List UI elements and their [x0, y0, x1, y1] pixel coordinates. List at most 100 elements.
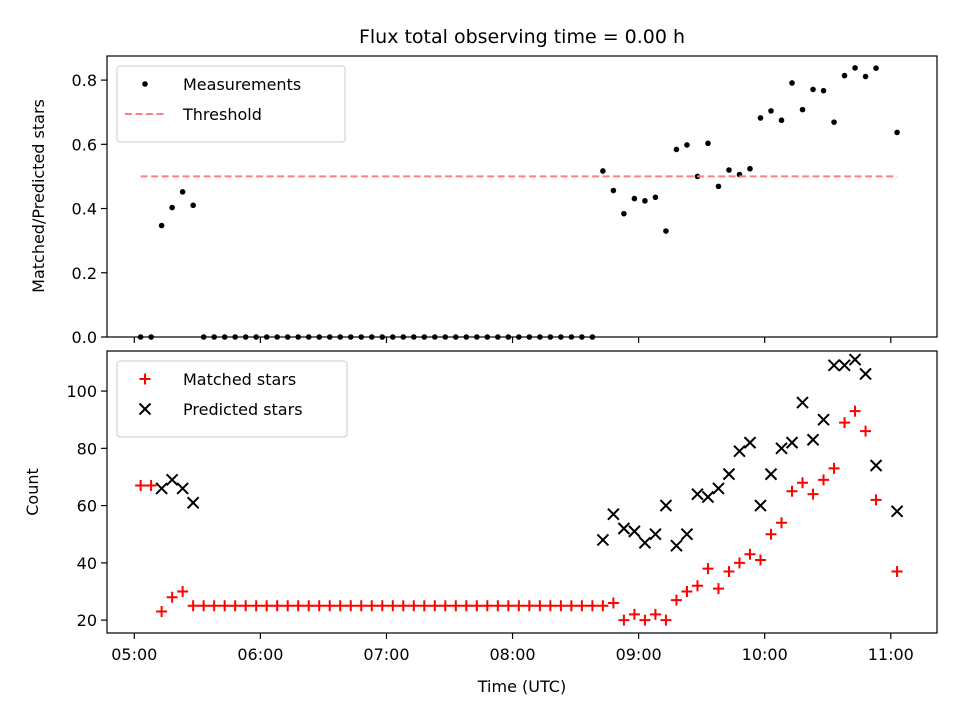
legend-label: Threshold [182, 105, 262, 124]
data-point [600, 168, 606, 174]
data-point [726, 167, 732, 173]
data-point [523, 600, 535, 612]
data-point [796, 396, 809, 409]
data-point [649, 528, 662, 541]
data-point [576, 600, 588, 612]
data-point [305, 334, 312, 340]
data-point [148, 334, 154, 340]
data-point [208, 600, 220, 612]
data-point [274, 334, 281, 340]
data-point [862, 73, 869, 80]
top-y-axis-label: Matched/Predicted stars [29, 99, 48, 293]
data-point [355, 600, 367, 612]
y-tick-label: 0.4 [72, 200, 97, 219]
data-point [848, 353, 862, 366]
data-point [471, 600, 483, 612]
data-point [453, 334, 459, 340]
data-point [200, 334, 207, 340]
data-point [807, 488, 819, 500]
data-point [358, 334, 365, 340]
data-point [754, 499, 767, 512]
y-tick-label: 0.0 [72, 328, 97, 347]
data-point [764, 467, 778, 481]
legend: Measurements Threshold [116, 65, 346, 143]
data-point [263, 334, 270, 340]
data-point [652, 194, 659, 201]
data-point [345, 600, 357, 612]
data-point [537, 334, 543, 340]
data-point [253, 334, 259, 340]
data-point [733, 557, 745, 569]
legend-box [116, 65, 346, 143]
data-point [715, 183, 722, 190]
data-point [852, 65, 858, 71]
data-point [295, 334, 302, 340]
data-point [642, 198, 648, 204]
data-point [890, 505, 904, 518]
data-point [639, 614, 651, 626]
data-point [366, 600, 378, 612]
data-point [502, 600, 514, 612]
data-point [733, 444, 746, 458]
data-point [628, 608, 640, 620]
data-point [712, 583, 724, 595]
data-point [292, 600, 304, 612]
data-point [673, 146, 680, 153]
data-point [839, 417, 851, 429]
plot-frame [106, 350, 938, 634]
data-point [347, 334, 354, 340]
data-point [806, 433, 820, 446]
data-point [271, 600, 283, 612]
plot-frame [106, 55, 938, 338]
data-point [389, 334, 396, 340]
data-point [179, 189, 186, 195]
data-point [495, 334, 501, 340]
data-point [250, 600, 262, 612]
data-point [555, 600, 567, 612]
top-chart-title: Flux total observing time = 0.00 h [359, 26, 685, 48]
data-point [631, 195, 638, 202]
data-point [324, 600, 336, 612]
data-point [684, 142, 690, 148]
data-point [789, 80, 795, 86]
data-point [568, 334, 575, 340]
data-point [838, 359, 851, 372]
legend-marker [142, 81, 148, 87]
x-tick-label: 08:00 [489, 645, 535, 664]
data-point [186, 496, 200, 509]
data-point [810, 86, 816, 93]
data-point [165, 473, 179, 487]
data-point [638, 536, 652, 550]
x-tick-label: 06:00 [237, 645, 283, 664]
data-point [484, 334, 491, 340]
data-point [439, 600, 451, 612]
series-matched-stars [135, 405, 903, 626]
data-point [891, 565, 903, 577]
legend-label: Predicted stars [183, 400, 303, 419]
data-point [607, 507, 620, 521]
data-point [841, 72, 848, 79]
y-tick-label: 0.6 [72, 135, 97, 154]
data-point [240, 600, 252, 612]
data-point [723, 565, 735, 577]
data-point [775, 442, 788, 455]
data-point [534, 600, 546, 612]
data-point [754, 554, 766, 566]
data-point [313, 600, 325, 612]
data-point [820, 87, 827, 94]
x-tick-label: 05:00 [111, 645, 157, 664]
top-plot-panel: 0.0 0.2 0.4 0.6 0.8 Measurements Threshold [72, 55, 938, 347]
data-point [859, 367, 872, 381]
data-point [712, 482, 725, 495]
data-point [597, 600, 609, 612]
data-point [190, 202, 196, 209]
data-point [176, 482, 189, 495]
data-point [596, 533, 610, 547]
data-point [516, 334, 522, 340]
x-tick-label: 07:00 [363, 645, 409, 664]
data-point [873, 65, 879, 72]
x-tick-label: 10:00 [742, 645, 788, 664]
data-point [894, 129, 900, 136]
data-point [408, 600, 420, 612]
data-point [579, 334, 585, 340]
